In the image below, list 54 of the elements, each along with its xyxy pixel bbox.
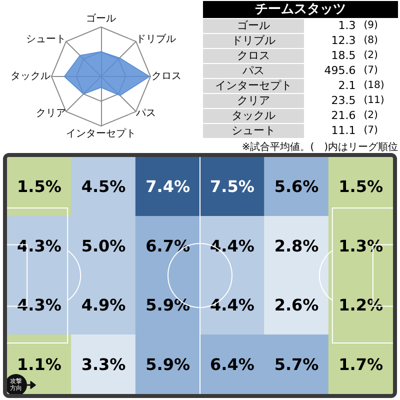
category-label: パス — [203, 64, 304, 78]
data-label: 1.3 — [304, 19, 360, 33]
data-label: 7.5% — [210, 177, 254, 196]
data-label: (2) — [360, 49, 398, 63]
text: チームスタッツ — [203, 1, 398, 18]
spoke-label: クリア — [36, 108, 66, 120]
category-label: クリア — [203, 94, 304, 108]
category-label: ドリブル — [203, 34, 304, 48]
data-label: 4.4% — [210, 296, 254, 315]
spoke-label: パス — [135, 108, 156, 120]
spoke-label: ゴール — [86, 12, 116, 24]
data-label: 1.2% — [338, 296, 384, 315]
data-label: 4.9% — [81, 296, 126, 315]
data-label: 11.1 — [304, 124, 360, 138]
data-label: (2) — [360, 109, 398, 123]
data-label: 6.7% — [146, 236, 190, 256]
category-label: インターセプト — [203, 79, 304, 93]
data-label: 1.7% — [338, 354, 384, 374]
data-label: 1.5% — [338, 177, 384, 196]
data-label: 21.6 — [304, 109, 360, 123]
spoke-label: クロス — [152, 71, 182, 82]
data-label: 495.6 — [304, 64, 360, 78]
data-label: 4.4% — [210, 236, 254, 256]
category-label: タックル — [203, 109, 304, 123]
data-label: 4.3% — [16, 296, 62, 315]
spoke-label: ドリブル — [136, 32, 176, 45]
data-label: 6.4% — [210, 354, 254, 374]
text: ※試合平均値。( )内はリーグ順位 — [240, 140, 398, 154]
data-label: 5.9% — [146, 354, 190, 374]
data-label: 12.3 — [304, 34, 360, 48]
data-label: 4.3% — [16, 236, 62, 256]
category-label: ゴール — [203, 19, 304, 33]
category-label: シュート — [203, 124, 304, 138]
spoke-label: シュート — [26, 34, 66, 45]
data-label: 3.3% — [81, 354, 126, 374]
data-label: 5.0% — [81, 236, 126, 256]
data-label: 5.9% — [146, 296, 190, 315]
spoke-label: タックル — [10, 71, 50, 82]
data-label: (7) — [360, 124, 398, 138]
data-label: 5.6% — [274, 177, 319, 196]
data-label: 1.1% — [16, 354, 62, 374]
data-label: 7.4% — [146, 177, 190, 196]
data-label: 1.3% — [338, 236, 384, 256]
spoke-label: インターセプト — [66, 128, 136, 140]
data-label: 4.5% — [81, 177, 126, 196]
data-label: 2.8% — [274, 236, 319, 256]
data-label: (18) — [360, 79, 398, 93]
data-label: 2.1 — [304, 79, 360, 93]
data-label: (7) — [360, 64, 398, 78]
data-label: (11) — [360, 94, 398, 108]
data-label: 2.6% — [274, 296, 319, 315]
data-label: 5.7% — [274, 354, 319, 374]
data-label: 1.5% — [16, 177, 62, 196]
category-label: クロス — [203, 49, 304, 63]
